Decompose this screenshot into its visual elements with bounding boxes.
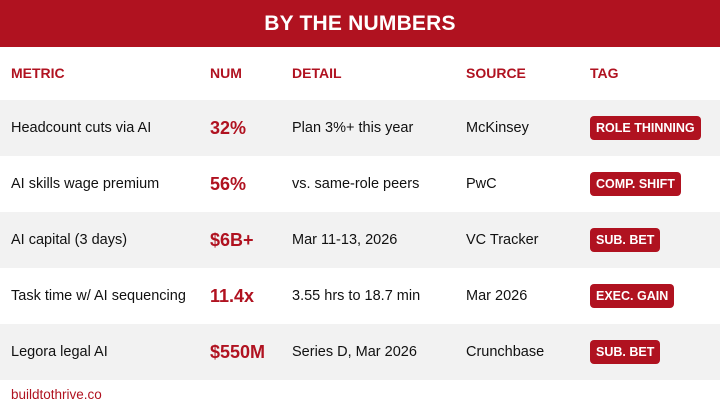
metric-cell: AI capital (3 days) [11, 232, 128, 248]
source-cell: Crunchbase [466, 344, 545, 360]
num-cell: 32% [210, 117, 247, 138]
table-row: AI capital (3 days) $6B+ Mar 11-13, 2026… [0, 212, 720, 268]
table-row: Headcount cuts via AI 32% Plan 3%+ this … [0, 100, 720, 156]
table-row: AI skills wage premium 56% vs. same-role… [0, 156, 720, 212]
num-cell: 11.4x [210, 285, 255, 306]
source-cell: PwC [466, 176, 497, 192]
detail-cell: Plan 3%+ this year [292, 120, 414, 136]
num-cell: $550M [210, 341, 266, 362]
page-title: BY THE NUMBERS [264, 11, 456, 35]
title-banner: BY THE NUMBERS [0, 0, 720, 47]
num-cell: $6B+ [210, 229, 254, 250]
tag-badge: COMP. SHIFT [590, 172, 681, 196]
num-cell: 56% [210, 173, 247, 194]
column-header-detail: DETAIL [292, 65, 342, 81]
column-header-tag: TAG [590, 65, 619, 81]
tag-badge: ROLE THINNING [590, 116, 701, 140]
detail-cell: vs. same-role peers [292, 176, 420, 192]
source-cell: Mar 2026 [466, 288, 528, 304]
table-row: Task time w/ AI sequencing 11.4x 3.55 hr… [0, 268, 720, 324]
tag-cell: EXEC. GAIN [590, 268, 675, 324]
tag-cell: COMP. SHIFT [590, 156, 681, 212]
source-cell: McKinsey [466, 120, 529, 136]
tag-badge: SUB. BET [590, 340, 661, 364]
tag-cell: SUB. BET [590, 324, 661, 380]
detail-cell: 3.55 hrs to 18.7 min [292, 288, 421, 304]
tag-badge: SUB. BET [590, 228, 661, 252]
tag-cell: SUB. BET [590, 212, 661, 268]
detail-cell: Mar 11-13, 2026 [292, 232, 398, 248]
metric-cell: Headcount cuts via AI [11, 120, 152, 136]
table-row: Legora legal AI $550M Series D, Mar 2026… [0, 324, 720, 380]
tag-badge: EXEC. GAIN [590, 284, 675, 308]
source-cell: VC Tracker [466, 232, 539, 248]
tag-cell: ROLE THINNING [590, 100, 701, 156]
footer-url: buildtothrive.co [11, 387, 102, 402]
metric-cell: Task time w/ AI sequencing [11, 288, 186, 304]
metric-cell: Legora legal AI [11, 344, 108, 360]
column-header-num: NUM [210, 65, 242, 81]
detail-cell: Series D, Mar 2026 [292, 344, 417, 360]
column-header-source: SOURCE [466, 65, 526, 81]
metric-cell: AI skills wage premium [11, 176, 160, 192]
column-header-metric: METRIC [11, 65, 65, 81]
